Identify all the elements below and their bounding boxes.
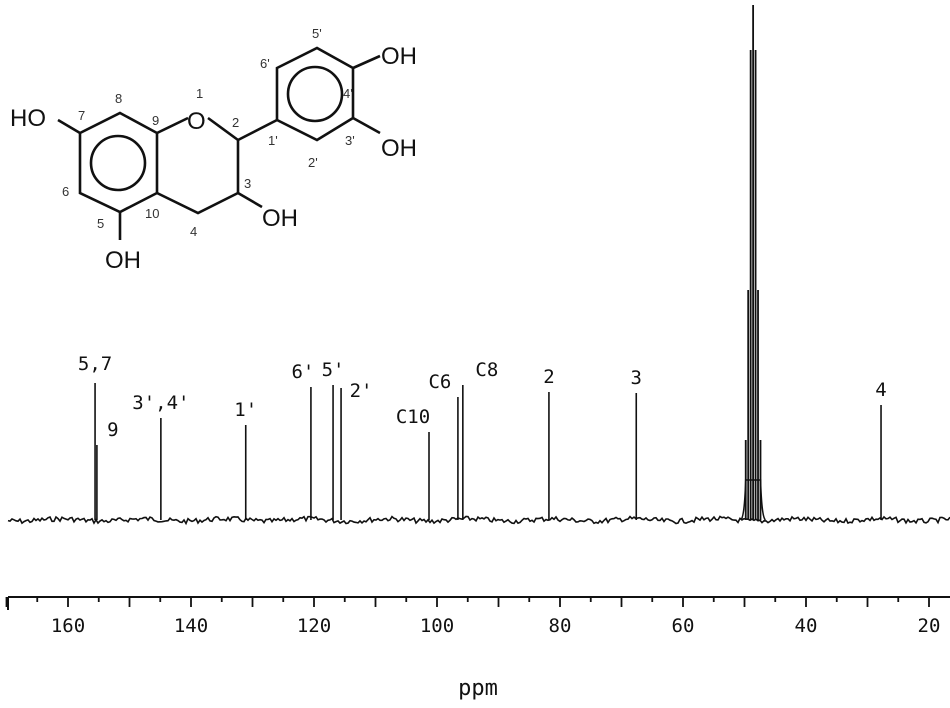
num-6: 6 [62,184,69,199]
num-4: 4 [190,224,197,239]
atom-oh7: HO [10,105,46,132]
num-9: 9 [152,113,159,128]
num-2: 2 [232,115,239,130]
num-4p: 4' [343,86,353,101]
baseline-noise [7,515,950,526]
x-tick-label: 20 [918,615,941,637]
num-3p: 3' [345,133,355,148]
atom-oh4p: OH [381,43,417,70]
num-1: 1 [196,86,203,101]
ring-a-aromatic-circle [89,134,147,192]
bond-c2-c1p [237,118,278,142]
x-axis: 160 140 120 100 80 60 40 20 [5,596,950,637]
atom-oh5: OH [105,247,141,274]
solvent-envelope [740,479,767,521]
num-3: 3 [244,176,251,191]
peak-label: 3 [631,367,642,389]
ring-c [156,116,189,135]
num-2p: 2' [308,155,318,170]
x-tick-label: 160 [51,615,85,637]
peak-label: 5,7 [78,353,112,375]
ring-b-aromatic-circle [286,65,344,123]
x-tick-label: 100 [420,615,454,637]
peak-label: C8 [475,359,498,381]
peak-label: 5' [322,359,345,381]
bond-c7-oh [57,118,81,135]
atom-o1: O [187,108,206,135]
num-6p: 6' [260,56,270,71]
num-1p: 1' [268,133,278,148]
num-8: 8 [115,91,122,106]
peak-label: 3',4' [132,392,189,414]
structure-labels: O HO OH OH OH OH 1 2 3 4 5 6 7 8 9 10 1'… [10,26,417,274]
x-axis-label: ppm [458,676,498,701]
peak-label: 1' [234,399,257,421]
peak-label: C6 [428,371,451,393]
x-tick-label: 60 [672,615,695,637]
x-tick-label: 80 [549,615,572,637]
peak-label: 2 [543,366,554,388]
num-10: 10 [145,206,159,221]
bond-c3-oh [237,191,263,209]
num-7: 7 [78,108,85,123]
x-tick-label: 120 [297,615,331,637]
bond-c3p-oh [352,116,381,135]
atom-oh3: OH [262,205,298,232]
bond-c4p-oh [352,54,381,70]
num-5: 5 [97,216,104,231]
peak-label: C10 [396,406,430,428]
x-tick-label: 140 [174,615,208,637]
peak-label: 2' [350,380,373,402]
num-5p: 5' [312,26,322,41]
peak-label: 6' [291,361,314,383]
peak-label: 9 [107,419,118,441]
peak-label: 4 [875,379,886,401]
x-tick-label: 40 [795,615,818,637]
atom-oh3p: OH [381,135,417,162]
catechin-structure [57,46,381,240]
